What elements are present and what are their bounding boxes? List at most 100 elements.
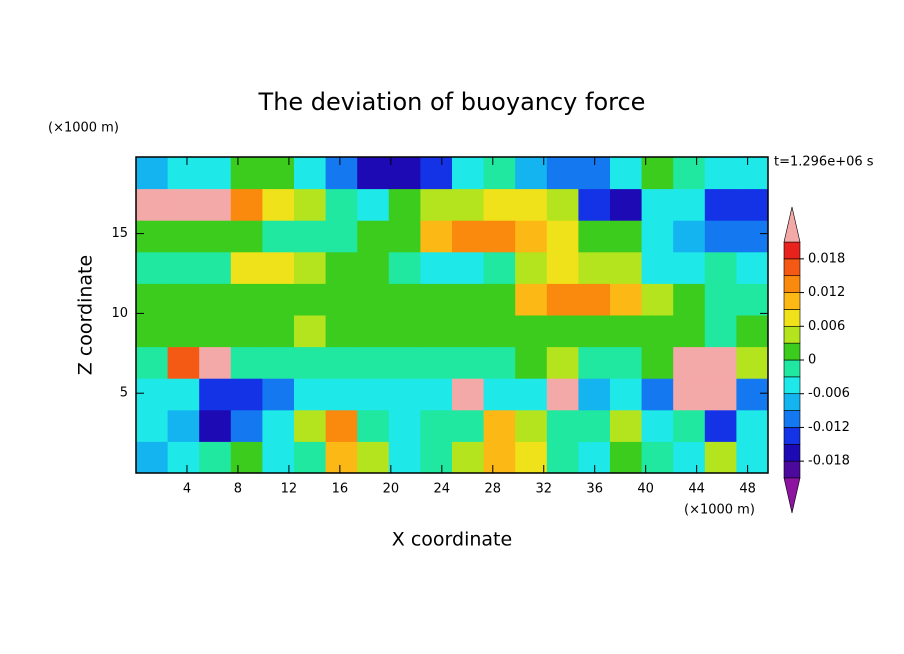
contour-cell <box>610 378 643 411</box>
contour-cell <box>452 346 485 379</box>
contour-cell <box>483 441 516 474</box>
contour-cell <box>136 157 169 190</box>
colorbar-band <box>783 342 801 361</box>
x-tick-label: 24 <box>434 482 451 497</box>
contour-cell <box>641 251 674 284</box>
contour-cell <box>704 346 737 379</box>
contour-cell <box>325 157 358 190</box>
contour-cell <box>641 441 674 474</box>
contour-cell <box>736 378 769 411</box>
contour-cell <box>610 188 643 221</box>
contour-cell <box>673 346 706 379</box>
contour-cell <box>262 157 295 190</box>
contour-cell <box>136 441 169 474</box>
contour-cell <box>325 220 358 253</box>
contour-cell <box>610 409 643 442</box>
contour-cell <box>704 441 737 474</box>
contour-cell <box>515 315 548 348</box>
contour-cell <box>388 251 421 284</box>
contour-cell <box>262 409 295 442</box>
contour-cell <box>199 157 232 190</box>
contour-cell <box>420 378 453 411</box>
contour-cell <box>230 441 263 474</box>
x-tick-label: 4 <box>183 482 191 497</box>
contour-cell <box>420 315 453 348</box>
contour-cell <box>199 188 232 221</box>
y-unit: (×1000 m) <box>48 121 119 136</box>
contour-cell <box>515 251 548 284</box>
contour-cell <box>357 251 390 284</box>
colorbar-band <box>783 393 801 411</box>
contour-cell <box>704 188 737 221</box>
contour-cell <box>483 157 516 190</box>
contour-cell <box>199 251 232 284</box>
contour-cell <box>294 188 327 221</box>
contour-cell <box>420 188 453 221</box>
y-axis-title: Z coordinate <box>75 255 97 375</box>
contour-cell <box>388 409 421 442</box>
contour-cell <box>610 220 643 253</box>
contour-cell <box>673 409 706 442</box>
contour-cell <box>357 315 390 348</box>
contour-cell <box>357 220 390 253</box>
x-unit: (×1000 m) <box>684 503 755 518</box>
x-tick-label: 16 <box>332 482 349 497</box>
x-axis-title: X coordinate <box>392 529 512 551</box>
contour-cell <box>515 283 548 316</box>
contour-cell <box>546 251 579 284</box>
contour-cell <box>167 378 200 411</box>
contour-cell <box>483 378 516 411</box>
contour-cell <box>388 188 421 221</box>
time-label: t=1.296e+06 s <box>774 155 874 170</box>
contour-cell <box>641 157 674 190</box>
contour-cell <box>641 378 674 411</box>
contour-cell <box>452 188 485 221</box>
contour-cell <box>673 441 706 474</box>
contour-cell <box>515 378 548 411</box>
contour-cell <box>230 378 263 411</box>
contour-cell <box>420 157 453 190</box>
contour-cell <box>262 283 295 316</box>
y-tick-label: 15 <box>111 226 128 241</box>
colorbar-band <box>783 241 801 260</box>
contour-cell <box>610 157 643 190</box>
contour-cell <box>230 157 263 190</box>
colorbar-tick-label: 0.006 <box>808 319 845 334</box>
contour-cell <box>294 251 327 284</box>
contour-cell <box>610 346 643 379</box>
contour-cell <box>736 283 769 316</box>
contour-cell <box>546 378 579 411</box>
contour-cell <box>136 378 169 411</box>
contour-cell <box>388 378 421 411</box>
contour-cell <box>578 251 611 284</box>
contour-cell <box>325 378 358 411</box>
contour-cell <box>167 409 200 442</box>
contour-cell <box>673 251 706 284</box>
contour-cell <box>388 441 421 474</box>
contour-cell <box>515 409 548 442</box>
contour-cell <box>230 188 263 221</box>
contour-cell <box>578 409 611 442</box>
colorbar-tick-label: -0.012 <box>808 420 850 435</box>
colorbar-tick-label: -0.018 <box>808 454 850 469</box>
contour-cell <box>452 220 485 253</box>
contour-cell <box>736 220 769 253</box>
colorbar-band <box>783 460 801 479</box>
contour-cell <box>388 220 421 253</box>
contour-cell <box>167 157 200 190</box>
contour-cell <box>673 378 706 411</box>
contour-cell <box>167 315 200 348</box>
contour-cell <box>136 188 169 221</box>
contour-cell <box>325 315 358 348</box>
colorbar-band <box>783 292 801 310</box>
contour-cell <box>294 220 327 253</box>
contour-cell <box>262 220 295 253</box>
x-tick-label: 28 <box>485 482 502 497</box>
plot-frame <box>135 156 769 474</box>
contour-cell <box>546 346 579 379</box>
contour-cell <box>704 251 737 284</box>
colorbar-band <box>783 258 801 277</box>
contour-cell <box>294 409 327 442</box>
contour-cell <box>136 220 169 253</box>
